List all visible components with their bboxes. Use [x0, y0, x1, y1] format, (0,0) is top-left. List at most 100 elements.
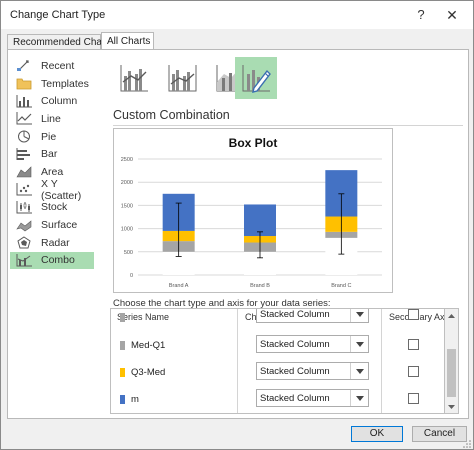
- sidebar-item-label: Line: [41, 112, 61, 125]
- chevron-down-icon: [350, 309, 368, 322]
- series-name: Q3-Med: [131, 367, 166, 378]
- custom-combination-icon[interactable]: [235, 57, 277, 99]
- sidebar-item-xy-scatter[interactable]: X Y (Scatter): [10, 177, 94, 202]
- title-bar: Change Chart Type ? ✕: [1, 1, 473, 29]
- clustered-column-line-secondary-icon[interactable]: [161, 57, 203, 99]
- chevron-down-icon: [350, 363, 368, 379]
- chevron-down-icon: [350, 390, 368, 406]
- sidebar-item-radar[interactable]: Radar: [10, 234, 94, 252]
- chart-type-select-value: Stacked Column: [260, 366, 330, 377]
- column-header-series-name: Series Name: [117, 312, 170, 322]
- section-title: Custom Combination: [113, 108, 230, 122]
- sidebar-item-column[interactable]: Column: [10, 92, 94, 110]
- scroll-up-arrow-icon[interactable]: [445, 309, 458, 322]
- clustered-column-line-icon[interactable]: [113, 57, 155, 99]
- secondary-axis-checkbox[interactable]: [408, 393, 419, 404]
- secondary-axis-checkbox[interactable]: [408, 366, 419, 377]
- series-color-swatch: [120, 395, 125, 404]
- sidebar-item-recent[interactable]: Recent: [10, 57, 94, 75]
- sidebar-item-stock[interactable]: Stock: [10, 199, 94, 217]
- dialog-title: Change Chart Type: [10, 9, 106, 21]
- sidebar-item-label: Surface: [41, 219, 78, 232]
- stock-chart-icon: [16, 200, 32, 214]
- cancel-button[interactable]: Cancel: [412, 426, 467, 442]
- sidebar-item-templates[interactable]: Templates: [10, 75, 94, 93]
- series-row-m: m Stacked Column: [111, 386, 444, 413]
- help-button[interactable]: ?: [417, 7, 425, 22]
- series-name: Med-Q1: [131, 340, 166, 351]
- series-grid: Series Name Chart Type Secondary Axis St…: [110, 308, 445, 414]
- tab-all-charts[interactable]: All Charts: [101, 32, 154, 51]
- sidebar-item-label: Recent: [41, 59, 75, 72]
- radar-chart-icon: [16, 236, 32, 249]
- sidebar-item-label: Combo: [41, 254, 75, 267]
- chevron-down-icon: [350, 336, 368, 352]
- ok-button[interactable]: OK: [351, 426, 403, 442]
- series-row-q3-med: Q3-Med Stacked Column: [111, 359, 444, 386]
- sidebar-item-label: Bar: [41, 148, 58, 161]
- secondary-axis-checkbox[interactable]: [408, 339, 419, 350]
- sidebar-item-label: Area: [41, 165, 64, 178]
- folder-icon: [16, 77, 32, 90]
- sidebar-item-label: Radar: [41, 236, 70, 249]
- scroll-thumb[interactable]: [447, 349, 456, 397]
- chart-title: Box Plot: [229, 136, 278, 150]
- bar-chart-icon: [16, 147, 32, 161]
- chart-type-select[interactable]: Stacked Column: [256, 362, 369, 380]
- close-button[interactable]: ✕: [446, 7, 458, 23]
- chart-type-select[interactable]: Stacked Column: [256, 335, 369, 353]
- y-tick-label: 1500: [121, 203, 133, 209]
- series-grid-scrollbar[interactable]: [445, 308, 459, 414]
- series-name: m: [131, 394, 139, 405]
- area-chart-icon: [16, 165, 32, 178]
- bar-segment: [162, 251, 195, 275]
- recent-icon: [16, 59, 32, 72]
- chart-type-select-value: Stacked Column: [260, 339, 330, 350]
- y-tick-label: 500: [124, 250, 133, 256]
- tab-recommended-charts[interactable]: Recommended Charts: [7, 34, 113, 50]
- chart-type-select[interactable]: Stacked Column: [256, 309, 369, 323]
- line-chart-icon: [16, 112, 32, 125]
- sidebar-item-pie[interactable]: Pie: [10, 128, 94, 146]
- column-divider: [381, 309, 382, 413]
- combo-chart-icon: [16, 253, 32, 267]
- section-divider: [113, 125, 463, 126]
- sidebar-item-surface[interactable]: Surface: [10, 216, 94, 234]
- surface-chart-icon: [16, 219, 32, 232]
- x-tick-label: Brand A: [169, 283, 189, 289]
- column-chart-icon: [16, 94, 32, 108]
- resize-grip-icon[interactable]: [463, 439, 471, 448]
- pie-chart-icon: [16, 130, 32, 143]
- sidebar-item-line[interactable]: Line: [10, 110, 94, 128]
- sidebar-item-label: Pie: [41, 130, 57, 143]
- series-row-med-q1: Med-Q1 Stacked Column: [111, 332, 444, 359]
- chart-type-select[interactable]: Stacked Column: [256, 389, 369, 407]
- y-tick-label: 1000: [121, 227, 133, 233]
- secondary-axis-checkbox[interactable]: [408, 309, 419, 320]
- chart-preview: Box Plot 0 500 1000 1500 2000 2500 Brand A Brand…: [113, 128, 393, 293]
- scatter-chart-icon: [16, 183, 32, 196]
- box-plot-chart: Box Plot 0 500 1000 1500 2000 2500 Brand A Brand…: [121, 136, 382, 289]
- scroll-down-arrow-icon[interactable]: [445, 400, 458, 413]
- series-color-swatch: [120, 341, 125, 350]
- x-tick-label: Brand B: [250, 283, 270, 289]
- sidebar-item-label: Stock: [41, 201, 68, 214]
- sidebar-item-area[interactable]: Area: [10, 163, 94, 181]
- sidebar-item-label: Column: [41, 95, 78, 108]
- chart-type-select-value: Stacked Column: [260, 309, 330, 320]
- series-color-swatch: [120, 313, 125, 322]
- choose-series-label: Choose the chart type and axis for your …: [113, 298, 331, 309]
- sidebar-item-bar[interactable]: Bar: [10, 145, 94, 163]
- series-row-partial: Stacked Column: [111, 309, 444, 325]
- bar-segment: [244, 204, 276, 237]
- bar-segment: [244, 251, 276, 275]
- sidebar-item-label: X Y (Scatter): [41, 177, 82, 202]
- y-tick-label: 0: [130, 273, 133, 279]
- chart-category-list: Recent Templates Column Line Pie: [10, 57, 94, 270]
- chart-type-select-value: Stacked Column: [260, 393, 330, 404]
- series-color-swatch: [120, 368, 125, 377]
- sidebar-item-label: Templates: [41, 77, 89, 90]
- y-tick-label: 2000: [121, 180, 133, 186]
- sidebar-item-combo[interactable]: Combo: [10, 251, 94, 270]
